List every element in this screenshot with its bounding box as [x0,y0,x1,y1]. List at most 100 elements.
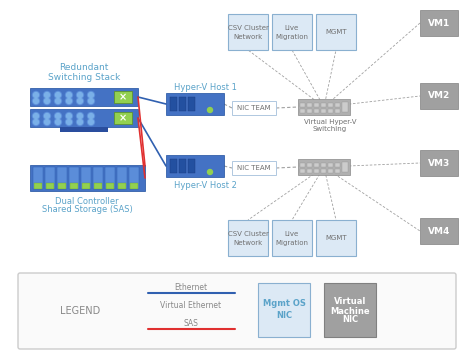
FancyBboxPatch shape [307,103,312,107]
Circle shape [55,93,61,98]
Circle shape [44,112,51,120]
FancyBboxPatch shape [321,168,327,173]
Circle shape [33,98,39,105]
FancyBboxPatch shape [105,167,115,189]
FancyBboxPatch shape [314,162,319,167]
Text: VM2: VM2 [428,91,450,100]
Circle shape [65,119,73,126]
FancyBboxPatch shape [298,159,350,175]
Circle shape [78,93,82,98]
FancyBboxPatch shape [335,162,340,167]
Circle shape [208,108,212,112]
FancyBboxPatch shape [114,112,132,124]
Circle shape [88,119,94,126]
FancyBboxPatch shape [314,103,319,107]
Text: Ethernet: Ethernet [174,283,208,292]
Circle shape [33,91,39,99]
FancyBboxPatch shape [18,273,456,349]
FancyBboxPatch shape [30,88,138,106]
Circle shape [34,114,38,119]
Circle shape [55,119,62,126]
FancyBboxPatch shape [82,183,90,189]
Circle shape [55,120,61,125]
Circle shape [34,120,38,125]
Text: VM3: VM3 [428,158,450,168]
Text: Network: Network [233,35,263,40]
FancyBboxPatch shape [321,103,327,107]
FancyBboxPatch shape [335,168,340,173]
Text: Mgmt OS: Mgmt OS [263,299,305,309]
Circle shape [78,114,82,119]
Text: Migration: Migration [275,35,309,40]
FancyBboxPatch shape [33,167,43,189]
FancyBboxPatch shape [45,167,55,189]
Text: Network: Network [233,240,263,246]
FancyBboxPatch shape [130,183,138,189]
FancyBboxPatch shape [166,93,224,115]
FancyBboxPatch shape [335,109,340,113]
FancyBboxPatch shape [321,162,327,167]
FancyBboxPatch shape [272,220,312,256]
FancyBboxPatch shape [307,109,312,113]
Text: Live: Live [285,25,299,31]
Circle shape [65,98,73,105]
Circle shape [88,98,94,105]
Text: Live: Live [285,231,299,237]
Text: CSV Cluster: CSV Cluster [228,231,268,237]
Text: VM4: VM4 [428,226,450,236]
FancyBboxPatch shape [328,103,334,107]
FancyBboxPatch shape [307,168,312,173]
Circle shape [78,99,82,104]
Circle shape [66,93,72,98]
FancyBboxPatch shape [179,97,186,111]
FancyBboxPatch shape [57,167,67,189]
FancyBboxPatch shape [316,14,356,50]
Circle shape [34,99,38,104]
Text: Virtual Ethernet: Virtual Ethernet [160,300,221,309]
Circle shape [45,99,49,104]
FancyBboxPatch shape [300,162,306,167]
Circle shape [89,99,93,104]
FancyBboxPatch shape [106,183,114,189]
Circle shape [55,98,62,105]
Circle shape [89,114,93,119]
Circle shape [65,112,73,120]
Circle shape [208,169,212,174]
Text: Hyper-V Host 2: Hyper-V Host 2 [173,180,237,189]
FancyBboxPatch shape [420,150,458,176]
Text: VM1: VM1 [428,19,450,27]
FancyBboxPatch shape [272,14,312,50]
Text: MGMT: MGMT [325,29,347,35]
Text: Virtual: Virtual [334,298,366,307]
FancyBboxPatch shape [34,183,42,189]
Text: Virtual Hyper-V: Virtual Hyper-V [304,119,356,125]
Text: LEGEND: LEGEND [60,306,100,316]
FancyBboxPatch shape [228,220,268,256]
FancyBboxPatch shape [179,159,186,173]
Circle shape [65,91,73,99]
Text: Dual Controller: Dual Controller [55,197,119,205]
FancyBboxPatch shape [328,109,334,113]
Circle shape [45,93,49,98]
FancyBboxPatch shape [316,220,356,256]
Circle shape [76,91,83,99]
FancyBboxPatch shape [314,168,319,173]
Circle shape [89,93,93,98]
Text: NIC: NIC [276,312,292,320]
FancyBboxPatch shape [335,103,340,107]
Text: SAS: SAS [183,319,199,328]
FancyBboxPatch shape [46,183,54,189]
FancyBboxPatch shape [69,167,79,189]
FancyBboxPatch shape [170,159,177,173]
FancyBboxPatch shape [420,218,458,244]
Circle shape [66,99,72,104]
Text: Hyper-V Host 1: Hyper-V Host 1 [173,83,237,91]
Text: Migration: Migration [275,240,309,246]
FancyBboxPatch shape [314,109,319,113]
FancyBboxPatch shape [30,165,145,191]
Text: Redundant: Redundant [59,63,109,73]
FancyBboxPatch shape [298,99,350,115]
Circle shape [78,120,82,125]
Circle shape [76,98,83,105]
FancyBboxPatch shape [342,102,348,112]
